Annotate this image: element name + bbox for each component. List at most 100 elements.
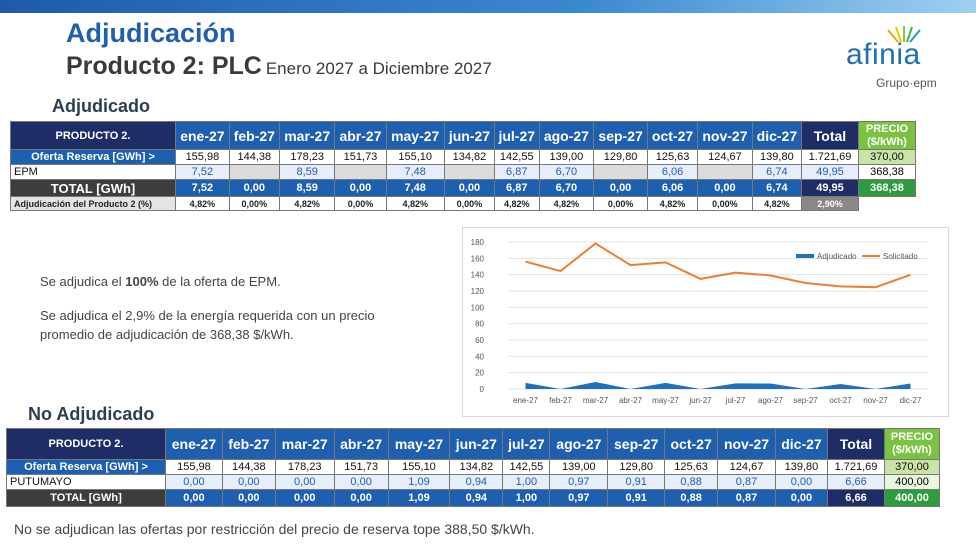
y-tick-label: 20 xyxy=(475,369,484,378)
cell: 129,80 xyxy=(607,459,666,475)
cell: 0,00% xyxy=(593,196,648,211)
series-line-solicitado xyxy=(525,242,911,289)
cell: 144,38 xyxy=(228,149,280,165)
afinia-logo: afinia Grupo·epm xyxy=(842,24,952,94)
cell: 0,00% xyxy=(697,196,753,211)
cell: 0,00 xyxy=(165,489,223,507)
cell-precio: 400,00 xyxy=(884,489,940,507)
cell: 0,88 xyxy=(664,489,719,507)
cell: 6,70 xyxy=(538,164,595,180)
series-area-adjudicado xyxy=(525,381,911,389)
oferta-row: Oferta Reserva [GWh] > 155,98 144,38 178… xyxy=(6,459,940,475)
legend-label: Solicitado xyxy=(883,252,918,261)
header-month: abr-27 xyxy=(334,121,387,150)
legend-swatch xyxy=(796,254,814,258)
cell: 6,06 xyxy=(646,179,699,197)
header-month: nov-27 xyxy=(697,121,753,150)
cell: 6,87 xyxy=(493,164,540,180)
cell: 0,97 xyxy=(549,489,609,507)
header-month: oct-27 xyxy=(664,428,719,460)
x-tick-label: dic-27 xyxy=(900,396,922,405)
cell-total: 2,90% xyxy=(801,196,859,211)
header-month: sep-27 xyxy=(607,428,666,460)
logo-group: Grupo·epm xyxy=(876,76,937,90)
header-month: jun-27 xyxy=(449,428,504,460)
adjudicado-table: PRODUCTO 2. ene-27 feb-27 mar-27 abr-27 … xyxy=(10,121,916,211)
x-tick-label: abr-27 xyxy=(619,396,643,405)
y-tick-label: 180 xyxy=(471,238,485,247)
cell: 4,82% xyxy=(646,196,699,211)
cell: 125,63 xyxy=(646,149,699,165)
top-banner xyxy=(0,0,976,13)
cell: 4,82% xyxy=(175,196,230,211)
cell: 1,00 xyxy=(502,474,551,490)
cell: 124,67 xyxy=(717,459,776,475)
row-label: TOTAL [GWh] xyxy=(10,179,176,197)
cell: 134,82 xyxy=(443,149,495,165)
table-header-row: PRODUCTO 2. ene-27 feb-27 mar-27 abr-27 … xyxy=(6,428,940,460)
cell: 0,97 xyxy=(549,474,609,490)
cell: 125,63 xyxy=(664,459,719,475)
cell: 0,00% xyxy=(228,196,280,211)
total-row: TOTAL [GWh] 7,52 0,00 8,59 0,00 7,48 0,0… xyxy=(10,179,916,197)
cell: 4,82% xyxy=(751,196,803,211)
cell: 178,23 xyxy=(274,459,335,475)
cell: 6,74 xyxy=(751,164,803,180)
note-text: de la oferta de EPM. xyxy=(158,274,281,289)
note-line: Se adjudica el 2,9% de la energía requer… xyxy=(40,308,375,323)
row-label: EPM xyxy=(10,164,176,180)
cell: 0,00% xyxy=(334,196,387,211)
row-label: PUTUMAYO xyxy=(6,474,166,490)
note-bold: 100% xyxy=(125,274,159,289)
cell xyxy=(593,164,648,180)
header-month: feb-27 xyxy=(228,121,280,150)
header-month: may-27 xyxy=(387,428,451,460)
cell: 0,00 xyxy=(274,489,335,507)
cell: 0,00 xyxy=(443,179,495,197)
x-tick-label: ene-27 xyxy=(513,396,538,405)
cell: 4,82% xyxy=(493,196,540,211)
cell-total: 6,66 xyxy=(827,474,885,490)
cell-precio: 400,00 xyxy=(884,474,940,490)
cell: 139,00 xyxy=(538,149,595,165)
cell xyxy=(443,164,495,180)
cell: 155,98 xyxy=(165,459,223,475)
cell: 144,38 xyxy=(221,459,276,475)
header-month: ene-27 xyxy=(175,121,230,150)
cell: 0,94 xyxy=(449,489,504,507)
cell xyxy=(697,164,753,180)
cell: 0,87 xyxy=(717,489,776,507)
cell xyxy=(334,164,387,180)
cell xyxy=(228,164,280,180)
y-tick-label: 160 xyxy=(471,254,485,263)
header-product: PRODUCTO 2. xyxy=(6,428,166,460)
cell: 7,52 xyxy=(175,179,230,197)
oferta-row: Oferta Reserva [GWh] > 155,98 144,38 178… xyxy=(10,149,916,165)
cell: 0,00 xyxy=(593,179,648,197)
header-month: mar-27 xyxy=(278,121,336,150)
cell: 142,55 xyxy=(502,459,551,475)
y-tick-label: 140 xyxy=(471,271,485,280)
header-month: ene-27 xyxy=(165,428,223,460)
total-row: TOTAL [GWh] 0,00 0,00 0,00 0,00 1,09 0,9… xyxy=(6,489,940,507)
cell: 139,80 xyxy=(751,149,803,165)
x-tick-label: sep-27 xyxy=(793,396,818,405)
cell: 4,82% xyxy=(278,196,336,211)
y-tick-label: 120 xyxy=(471,287,485,296)
period-label: Enero 2027 a Diciembre 2027 xyxy=(265,59,492,78)
cell: 4,82% xyxy=(538,196,595,211)
page-subtitle: Producto 2: PLC Enero 2027 a Diciembre 20… xyxy=(66,52,492,81)
x-tick-label: ago-27 xyxy=(758,396,783,405)
cell: 6,87 xyxy=(493,179,540,197)
page-title: Adjudicación xyxy=(66,18,236,48)
cell: 0,00 xyxy=(334,179,387,197)
cell: 142,55 xyxy=(493,149,540,165)
section-no-adjudicado: No Adjudicado xyxy=(28,404,155,424)
cell-empty xyxy=(858,196,916,211)
cell: 0,91 xyxy=(607,474,666,490)
note-text: Se adjudica el xyxy=(40,274,126,289)
cell-total: 49,95 xyxy=(801,179,859,197)
cell: 8,59 xyxy=(278,179,336,197)
y-tick-label: 60 xyxy=(475,336,484,345)
cell-total: 1.721,69 xyxy=(827,459,885,475)
